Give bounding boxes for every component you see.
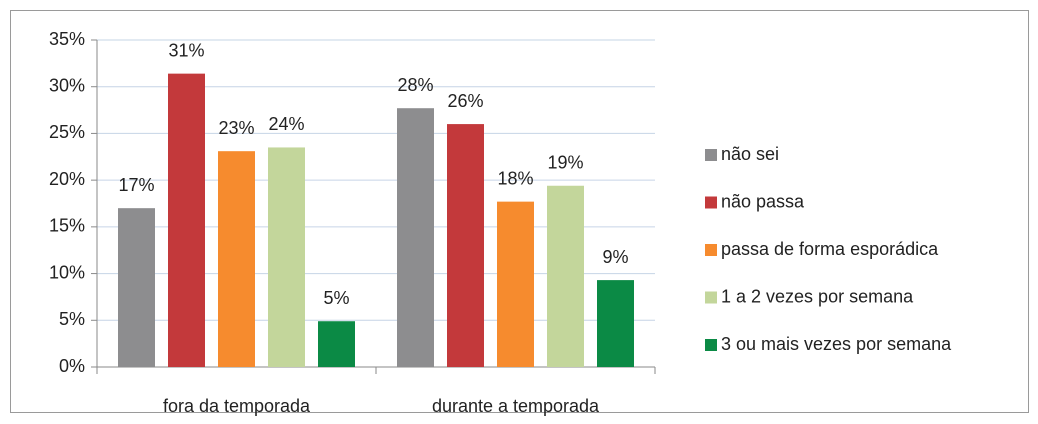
legend-swatch bbox=[705, 196, 717, 209]
legend-swatch bbox=[705, 244, 717, 256]
y-tick-label: 10% bbox=[49, 262, 85, 282]
legend-label: não passa bbox=[721, 191, 805, 211]
y-tick-label: 15% bbox=[49, 216, 85, 236]
bar bbox=[268, 147, 305, 367]
value-label: 26% bbox=[447, 91, 483, 111]
value-label: 5% bbox=[323, 288, 349, 308]
value-label: 9% bbox=[602, 247, 628, 267]
y-tick-label: 0% bbox=[59, 356, 85, 376]
value-label: 23% bbox=[218, 118, 254, 138]
bar bbox=[547, 185, 584, 367]
legend-swatch bbox=[705, 149, 717, 161]
y-tick-label: 30% bbox=[49, 75, 85, 95]
value-label: 24% bbox=[268, 114, 304, 134]
x-tick-label: fora da temporada bbox=[163, 396, 311, 416]
y-tick-label: 25% bbox=[49, 122, 85, 142]
legend-swatch bbox=[705, 339, 717, 351]
legend-swatch bbox=[705, 291, 717, 304]
bar bbox=[168, 73, 205, 368]
bar bbox=[118, 208, 155, 367]
value-label: 19% bbox=[547, 152, 583, 172]
legend-label: 1 a 2 vezes por semana bbox=[721, 286, 914, 306]
bar bbox=[318, 321, 355, 367]
bar bbox=[218, 151, 255, 367]
value-label: 31% bbox=[168, 40, 204, 60]
legend-label: não sei bbox=[721, 144, 779, 164]
bar bbox=[497, 201, 534, 367]
bar bbox=[597, 280, 634, 367]
x-tick-label: durante a temporada bbox=[432, 396, 600, 416]
value-label: 17% bbox=[118, 175, 154, 195]
bar bbox=[447, 124, 484, 367]
y-tick-label: 35% bbox=[49, 29, 85, 49]
legend-label: passa de forma esporádica bbox=[721, 239, 939, 259]
y-tick-label: 20% bbox=[49, 169, 85, 189]
legend-label: 3 ou mais vezes por semana bbox=[721, 334, 952, 354]
value-label: 18% bbox=[497, 168, 533, 188]
bar bbox=[397, 108, 434, 368]
value-label: 28% bbox=[397, 75, 433, 95]
y-tick-label: 5% bbox=[59, 309, 85, 329]
